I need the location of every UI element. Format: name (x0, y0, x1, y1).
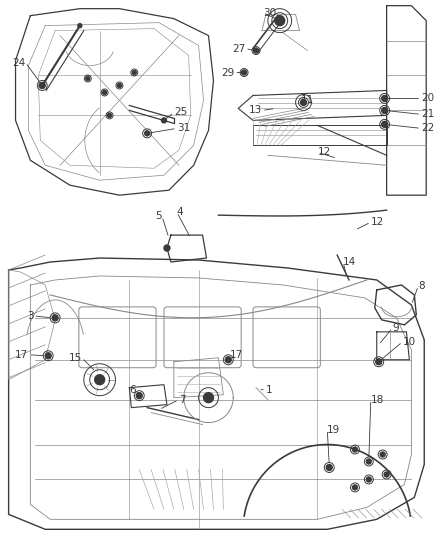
Circle shape (108, 114, 112, 117)
Text: 7: 7 (179, 394, 185, 405)
Circle shape (162, 118, 166, 123)
Text: 19: 19 (327, 425, 340, 434)
Text: 14: 14 (343, 257, 357, 267)
Text: 13: 13 (249, 106, 262, 116)
Circle shape (275, 15, 285, 26)
Circle shape (78, 23, 82, 28)
Text: 12: 12 (371, 217, 384, 227)
Circle shape (353, 447, 357, 452)
Circle shape (376, 359, 381, 365)
Circle shape (95, 375, 105, 385)
Text: 20: 20 (421, 93, 434, 103)
Circle shape (380, 452, 385, 457)
Text: 15: 15 (69, 353, 82, 363)
Text: 6: 6 (130, 385, 136, 394)
Circle shape (117, 84, 121, 87)
Circle shape (381, 95, 388, 101)
Circle shape (136, 393, 142, 399)
Text: 9: 9 (392, 323, 399, 333)
Circle shape (45, 353, 51, 359)
Text: 27: 27 (232, 44, 245, 54)
Text: 18: 18 (371, 394, 384, 405)
Text: 29: 29 (221, 68, 234, 77)
Circle shape (384, 472, 389, 477)
Circle shape (326, 464, 332, 471)
Circle shape (254, 48, 258, 53)
Text: 1: 1 (266, 385, 272, 394)
Circle shape (52, 315, 58, 321)
Text: 3: 3 (27, 311, 33, 321)
Circle shape (366, 477, 371, 482)
Text: 17: 17 (230, 350, 244, 360)
Circle shape (132, 70, 136, 75)
Text: 22: 22 (421, 123, 434, 133)
Circle shape (366, 459, 371, 464)
Text: 25: 25 (174, 108, 187, 117)
Text: 10: 10 (403, 337, 416, 347)
Circle shape (353, 485, 357, 490)
Text: 12: 12 (318, 147, 331, 157)
Circle shape (300, 100, 307, 106)
Circle shape (145, 131, 150, 136)
Text: 24: 24 (12, 58, 25, 68)
Circle shape (204, 393, 213, 402)
Text: 17: 17 (15, 350, 28, 360)
Text: 31: 31 (177, 123, 190, 133)
Circle shape (242, 70, 247, 75)
Circle shape (86, 77, 90, 80)
Text: 30: 30 (263, 7, 276, 18)
Text: 5: 5 (155, 211, 162, 221)
Text: 11: 11 (300, 95, 314, 106)
Text: 8: 8 (418, 281, 425, 291)
Circle shape (225, 357, 231, 363)
Text: 4: 4 (177, 207, 184, 217)
Circle shape (102, 91, 106, 94)
Text: 21: 21 (421, 109, 434, 119)
Circle shape (381, 108, 388, 114)
Circle shape (164, 245, 170, 251)
Circle shape (381, 122, 388, 127)
Circle shape (39, 83, 45, 88)
